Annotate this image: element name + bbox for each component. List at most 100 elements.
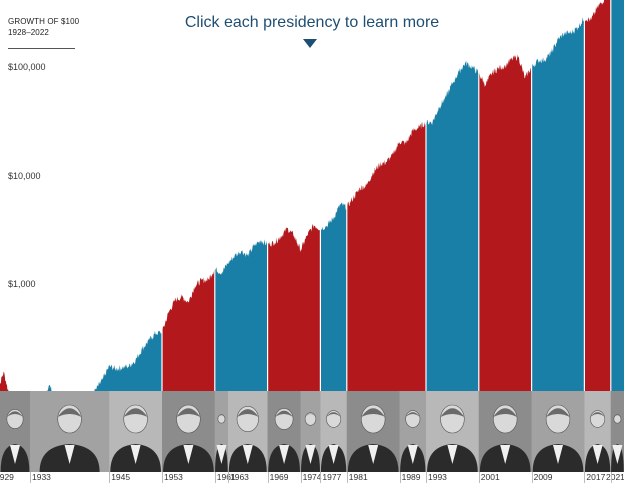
president-portrait[interactable] xyxy=(228,391,268,472)
presidency-area[interactable] xyxy=(610,0,624,391)
hair-shape xyxy=(275,410,294,417)
shirt-shape xyxy=(500,445,511,464)
year-separator xyxy=(228,472,229,483)
shirt-shape xyxy=(407,445,418,464)
year-label: 1963 xyxy=(230,472,249,482)
president-portrait[interactable] xyxy=(162,391,215,472)
president-portrait[interactable] xyxy=(478,391,532,472)
hair-shape xyxy=(546,408,570,417)
year-label: 1981 xyxy=(348,472,368,482)
shirt-shape xyxy=(10,445,20,464)
down-arrow-icon xyxy=(303,39,317,48)
year-separator xyxy=(109,472,111,483)
year-separator xyxy=(30,472,31,483)
header-divider xyxy=(8,48,75,49)
president-portrait[interactable] xyxy=(0,391,30,472)
face-shape xyxy=(217,414,226,424)
year-label: 1989 xyxy=(401,472,421,482)
shirt-shape xyxy=(612,445,623,464)
president-portrait[interactable] xyxy=(426,391,479,472)
hair-shape xyxy=(326,412,341,417)
hair-shape xyxy=(590,412,605,417)
chart-title: GROWTH OF $100 xyxy=(8,17,80,26)
y-tick-label: $1,000 xyxy=(8,279,36,290)
year-separator xyxy=(399,472,401,483)
year-label: 1929 xyxy=(0,472,14,482)
shirt-shape xyxy=(368,445,379,464)
shirt-shape xyxy=(130,445,141,464)
year-separator xyxy=(267,472,269,483)
hair-shape xyxy=(6,411,24,417)
shirt-shape xyxy=(447,445,458,464)
shirt-shape xyxy=(64,445,75,464)
shirt-shape xyxy=(328,445,339,464)
year-separator xyxy=(214,472,216,483)
shirt-shape xyxy=(305,445,316,464)
year-label: 1974 xyxy=(302,472,322,482)
president-portrait[interactable] xyxy=(584,391,611,472)
presidency-area[interactable] xyxy=(320,202,347,392)
president-portrait[interactable] xyxy=(109,391,162,472)
shirt-shape xyxy=(183,445,194,464)
year-separator xyxy=(531,472,533,483)
year-label: 1933 xyxy=(32,472,51,482)
year-separator xyxy=(610,472,612,483)
year-label: 1969 xyxy=(269,472,289,482)
shirt-shape xyxy=(242,445,253,464)
face-shape xyxy=(613,414,622,424)
presidency-area[interactable] xyxy=(162,268,215,391)
chart-subtitle: 1928–2022 xyxy=(8,28,49,37)
year-label: 1961 xyxy=(216,472,236,482)
presidency-area[interactable] xyxy=(267,223,321,391)
shirt-shape xyxy=(216,445,227,464)
president-portrait[interactable] xyxy=(346,391,400,472)
face-shape xyxy=(405,410,421,428)
hair-shape xyxy=(123,408,148,417)
year-label: 1953 xyxy=(164,472,183,482)
president-portrait[interactable] xyxy=(267,391,301,472)
presidency-area[interactable] xyxy=(478,54,532,391)
shirt-shape xyxy=(279,445,290,464)
hair-shape xyxy=(493,408,518,417)
hair-shape xyxy=(217,414,225,417)
year-label: 2001 xyxy=(480,472,500,482)
year-label: 2017 xyxy=(586,472,606,482)
face-shape xyxy=(304,412,317,426)
face-shape xyxy=(326,410,342,428)
presidency-area[interactable] xyxy=(584,0,611,391)
hair-shape xyxy=(361,408,386,417)
president-portrait[interactable] xyxy=(610,391,624,472)
presidency-area[interactable] xyxy=(214,239,268,391)
presidency-area[interactable] xyxy=(531,17,585,392)
hair-shape xyxy=(176,408,201,417)
president-portrait[interactable] xyxy=(214,391,228,472)
hair-shape xyxy=(613,414,621,417)
year-label: 1977 xyxy=(322,472,342,482)
y-tick-label: $10,000 xyxy=(8,170,41,181)
president-portrait[interactable] xyxy=(300,391,321,472)
presidency-area[interactable] xyxy=(0,371,30,391)
presidency-area[interactable] xyxy=(30,330,162,391)
presidency-area[interactable] xyxy=(346,121,426,392)
year-separator xyxy=(320,472,322,483)
y-tick-label: $100,000 xyxy=(8,61,46,72)
hair-shape xyxy=(305,413,316,417)
president-portrait[interactable] xyxy=(30,391,110,472)
year-label: 1993 xyxy=(428,472,447,482)
face-shape xyxy=(590,410,606,428)
year-label: 2009 xyxy=(533,472,553,482)
hair-shape xyxy=(57,408,82,417)
hair-shape xyxy=(405,412,420,417)
year-label: 2021 xyxy=(606,472,624,482)
year-separator xyxy=(300,472,302,483)
president-portrait[interactable] xyxy=(320,391,347,472)
presidency-area[interactable] xyxy=(426,60,479,391)
president-portrait[interactable] xyxy=(531,391,585,472)
president-portrait[interactable] xyxy=(399,391,426,472)
year-separator xyxy=(478,472,480,483)
shirt-shape xyxy=(592,445,603,464)
shirt-shape xyxy=(553,445,563,464)
year-separator xyxy=(162,472,163,483)
year-separator xyxy=(426,472,427,483)
